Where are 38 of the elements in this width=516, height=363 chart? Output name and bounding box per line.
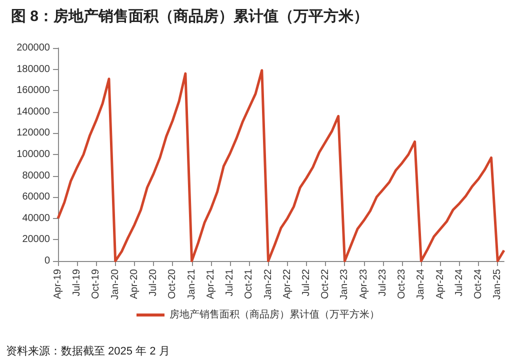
y-tick-label: 20000 xyxy=(22,234,50,246)
x-tick-label: Jan-21 xyxy=(186,268,198,300)
y-tick-label: 160000 xyxy=(16,85,50,96)
y-tick-label: 80000 xyxy=(22,170,50,182)
y-tick-label: 40000 xyxy=(22,212,50,224)
x-tick-label: Jul-22 xyxy=(300,268,312,296)
y-tick-label: 180000 xyxy=(16,64,50,75)
x-tick-label: Jul-19 xyxy=(72,268,83,296)
x-tick-label: Jan-25 xyxy=(492,268,504,300)
x-tick-label: Apr-19 xyxy=(52,268,64,300)
x-tick-label: Jan-23 xyxy=(339,268,350,300)
x-tick-label: Jul-24 xyxy=(454,268,465,296)
x-tick-label: Oct-23 xyxy=(396,268,408,300)
x-tick-label: Oct-19 xyxy=(90,268,102,300)
legend-label: 房地产销售面积（商品房）累计值（万平方米） xyxy=(170,308,380,320)
x-tick-label: Apr-20 xyxy=(128,268,140,300)
y-tick-label: 100000 xyxy=(16,149,50,160)
x-tick-label: Apr-23 xyxy=(358,268,370,300)
y-tick-label: 60000 xyxy=(22,192,50,203)
x-tick-label: Jul-21 xyxy=(224,268,236,296)
chart-title: 图 8：房地产销售面积（商品房）累计值（万平方米） xyxy=(11,7,369,25)
y-tick-label: 120000 xyxy=(16,128,50,139)
x-tick-label: Jan-20 xyxy=(110,268,121,300)
x-tick-label: Jul-20 xyxy=(148,268,160,296)
x-tick-label: Apr-24 xyxy=(434,268,446,300)
text: 资料来源：数据截至 2025 年 2 月 xyxy=(6,344,170,358)
x-tick-label: Apr-21 xyxy=(205,268,216,300)
x-tick-label: Oct-20 xyxy=(167,268,178,300)
x-tick-label: Jan-24 xyxy=(416,268,427,300)
x-tick-label: Jul-23 xyxy=(377,268,388,296)
x-tick-label: Jan-22 xyxy=(262,268,274,300)
y-tick-label: 0 xyxy=(44,256,50,266)
x-tick-label: Apr-22 xyxy=(282,268,293,300)
x-tick-label: Oct-21 xyxy=(244,268,255,300)
x-tick-label: Oct-24 xyxy=(473,268,484,300)
x-tick-label: Oct-22 xyxy=(320,268,332,300)
y-tick-label: 140000 xyxy=(16,106,50,118)
y-tick-label: 200000 xyxy=(16,42,50,54)
